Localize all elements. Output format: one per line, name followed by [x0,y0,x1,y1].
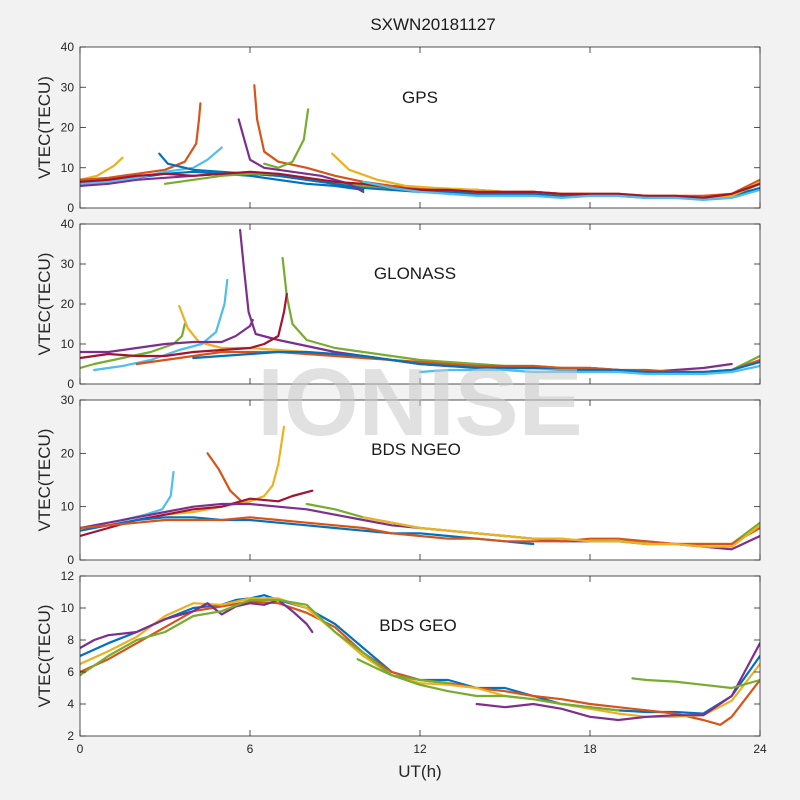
y-tick-label: 6 [67,665,74,679]
series-line-9 [418,364,760,376]
y-tick-label: 2 [67,729,74,743]
panel-bds-ngeo: 0 10 20 30 VTEC(TECU) BDS NGEO [35,393,761,567]
y-tick-label: 40 [61,40,75,54]
y-tick-label: 8 [67,633,74,647]
y-axis-label: VTEC(TECU) [35,429,54,532]
panel-label: BDS GEO [379,616,456,635]
series-line-7 [192,350,760,374]
series-line-1 [206,452,243,503]
x-tick-label: 0 [77,742,84,756]
series-line-5 [80,292,288,360]
x-tick-label: 6 [247,742,254,756]
y-axis-label: VTEC(TECU) [35,76,54,179]
series-line-11 [80,170,760,199]
series-line-4 [80,146,223,185]
y-tick-label: 0 [67,377,74,391]
series-line-4 [80,516,535,546]
series-group [80,594,760,726]
series-line-3 [80,598,314,650]
series-line-6 [356,658,450,685]
series-line-8 [80,318,254,354]
panel-label: GPS [402,88,438,107]
y-tick-label: 20 [61,121,75,135]
y-tick-label: 10 [61,337,75,351]
watermark: IONISE [257,349,582,456]
x-tick-label: 24 [753,742,767,756]
series-line-4 [475,642,760,722]
y-tick-label: 20 [61,446,75,460]
panel-gps: 0 10 20 30 40 VTEC(TECU) GPS [35,40,761,215]
y-axis-label: VTEC(TECU) [35,253,54,356]
series-group [80,84,760,201]
series-line-12 [362,180,760,201]
y-tick-label: 30 [61,393,75,407]
x-tick-label: 12 [413,742,427,756]
y-tick-label: 0 [67,201,74,215]
series-line-7 [80,516,760,546]
series-line-9 [263,108,310,169]
x-axis-label: UT(h) [398,762,441,781]
series-line-5 [80,598,620,712]
y-tick-label: 4 [67,697,74,711]
figure-title: SXWN20181127 [370,15,495,34]
panel-label: GLONASS [374,264,456,283]
y-tick-label: 30 [61,80,75,94]
series-line-0 [80,156,124,181]
series-line-6 [135,350,760,374]
series-group [80,228,760,376]
series-line-0 [80,322,186,370]
series-line-8 [362,516,760,548]
y-tick-label: 20 [61,297,75,311]
y-tick-label: 0 [67,553,74,567]
series-line-2 [93,278,229,372]
y-tick-label: 10 [61,601,75,615]
y-axis-label: VTEC(TECU) [35,605,54,708]
series-line-7 [631,677,760,690]
series-group [80,425,760,551]
y-tick-label: 30 [61,257,75,271]
y-tick-label: 40 [61,217,75,231]
y-tick-label: 10 [61,161,75,175]
y-tick-label: 12 [61,569,75,583]
panel-label: BDS NGEO [371,440,461,459]
plot-area [80,47,760,208]
panel-glonass: 0 10 20 30 40 VTEC(TECU) GLONASS [35,217,761,391]
x-tick-label: 18 [583,742,597,756]
y-tick-label: 10 [61,500,75,514]
